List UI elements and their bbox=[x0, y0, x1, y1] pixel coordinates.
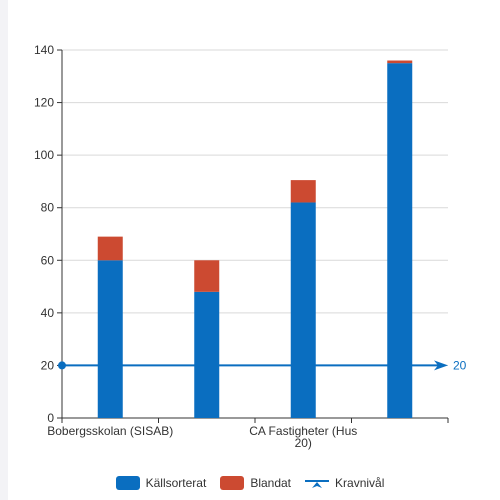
legend-label-kravniva: Kravnivål bbox=[335, 476, 385, 490]
legend-label-kallsorterat: Källsorterat bbox=[145, 476, 207, 490]
x-tick-label: 20) bbox=[295, 436, 312, 450]
x-tick-label: Bobergsskolan (SISAB) bbox=[47, 424, 173, 438]
legend-item-kallsorterat[interactable]: Källsorterat bbox=[115, 476, 207, 490]
y-tick-label: 0 bbox=[47, 411, 54, 425]
chart-card bbox=[8, 0, 500, 500]
bar-kallsorterat-1[interactable] bbox=[97, 260, 123, 418]
y-tick-label: 120 bbox=[34, 96, 54, 110]
legend-line-icon bbox=[305, 480, 330, 488]
legend-item-blandat[interactable]: Blandat bbox=[220, 476, 291, 490]
y-tick-label: 80 bbox=[41, 201, 55, 215]
y-tick-label: 40 bbox=[41, 306, 55, 320]
bar-blandat-4[interactable] bbox=[387, 60, 413, 64]
legend-swatch-kallsorterat bbox=[115, 476, 140, 490]
legend-item-kravniva[interactable]: Kravnivål bbox=[305, 476, 384, 490]
reference-line-start-dot bbox=[58, 361, 66, 370]
bar-kallsorterat-2[interactable] bbox=[194, 291, 220, 418]
bar-kallsorterat-3[interactable] bbox=[290, 202, 316, 418]
x-tick-label: CA Fastigheter (Hus bbox=[249, 424, 357, 438]
y-tick-label: 140 bbox=[34, 43, 54, 57]
bar-kallsorterat-4[interactable] bbox=[387, 63, 413, 419]
bars bbox=[97, 60, 413, 419]
bar-blandat-2[interactable] bbox=[194, 260, 220, 292]
y-tick-label: 20 bbox=[41, 358, 55, 372]
reference-line-arrow-icon bbox=[434, 360, 448, 371]
legend: Källsorterat Blandat Kravnivål bbox=[0, 472, 500, 494]
tick-labels: 0 20 40 60 80 100 120 140 Bobergsskolan (SISAB) C… bbox=[34, 43, 357, 450]
reference-line-group: 20 bbox=[58, 358, 467, 372]
legend-label-blandat: Blandat bbox=[250, 476, 292, 490]
bar-blandat-1[interactable] bbox=[97, 236, 123, 261]
bar-blandat-3[interactable] bbox=[290, 180, 316, 203]
y-tick-label: 100 bbox=[34, 148, 54, 162]
axes bbox=[57, 49, 449, 423]
y-tick-label: 60 bbox=[41, 253, 55, 267]
legend-swatch-blandat bbox=[220, 476, 245, 490]
reference-line-label: 20 bbox=[453, 358, 467, 372]
